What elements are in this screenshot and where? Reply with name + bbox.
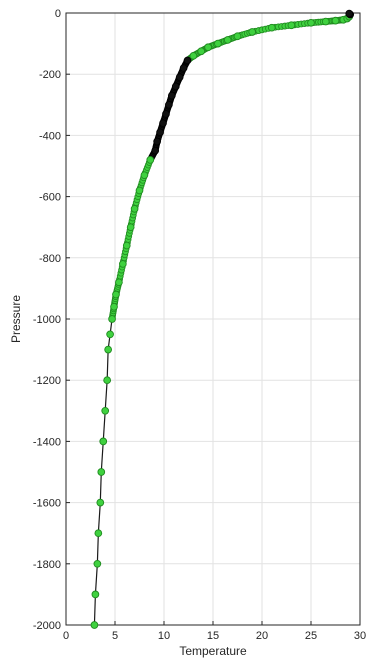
x-tick-label: 10 [158, 630, 170, 642]
data-point [321, 17, 330, 26]
x-axis-label: Temperature [179, 644, 247, 658]
data-point [146, 156, 155, 164]
data-point [110, 302, 118, 311]
data-point [91, 590, 100, 599]
x-tick-label: 20 [256, 630, 268, 642]
data-point [135, 186, 144, 195]
data-point [248, 28, 257, 36]
data-point [331, 16, 340, 25]
y-tick-label: -1200 [33, 375, 61, 387]
data-point [189, 51, 198, 60]
data-point [101, 406, 110, 415]
data-point [159, 119, 167, 128]
data-point [267, 23, 276, 32]
data-point [179, 64, 188, 72]
data-point [93, 559, 102, 568]
data-point [96, 498, 105, 507]
data-point [112, 290, 120, 299]
data-point [204, 43, 212, 52]
data-point [99, 437, 108, 446]
data-point [307, 18, 315, 27]
data-point [345, 9, 354, 18]
x-tick-label: 5 [112, 630, 118, 642]
x-tick-label: 15 [207, 630, 219, 642]
y-tick-label: -2000 [33, 620, 61, 632]
y-tick-label: -400 [39, 130, 61, 142]
series-layer [90, 9, 355, 629]
data-point [175, 73, 184, 82]
tick-layer: 0 5 10 15 20 25 30 0 -200 -400 -600 -800 -1000 -1200 -… [33, 8, 366, 642]
y-tick-label: -200 [39, 69, 61, 81]
x-tick-label: 30 [354, 630, 366, 642]
data-point [287, 21, 296, 30]
data-point [162, 110, 170, 118]
data-point [94, 529, 103, 538]
data-point [106, 330, 114, 339]
y-tick-label: -600 [39, 192, 61, 204]
data-point [140, 171, 149, 180]
data-point [214, 39, 222, 48]
data-point [108, 315, 116, 323]
y-tick-label: -1000 [33, 314, 61, 326]
x-tick-label: 25 [305, 630, 317, 642]
data-point [167, 91, 176, 100]
data-point [130, 204, 139, 213]
y-tick-label: -1600 [33, 498, 61, 510]
data-point [171, 82, 180, 91]
y-tick-label: -800 [39, 253, 61, 265]
data-point [118, 260, 127, 268]
data-point [156, 128, 164, 137]
y-tick-label: 0 [55, 8, 61, 20]
y-tick-label: -1800 [33, 559, 61, 571]
data-point [104, 345, 112, 354]
data-point [153, 137, 161, 146]
data-point [122, 241, 131, 250]
data-point [126, 223, 135, 232]
data-point [233, 32, 242, 41]
data-point [183, 56, 192, 65]
data-point [165, 100, 173, 109]
y-tick-label: -1400 [33, 436, 61, 448]
y-axis-label: Pressure [9, 295, 23, 343]
data-point [223, 36, 232, 44]
data-point [197, 47, 206, 56]
x-tick-label: 0 [63, 630, 69, 642]
data-point [115, 278, 123, 287]
data-point [103, 376, 112, 385]
data-point [90, 621, 99, 629]
data-point [97, 468, 106, 476]
data-point [151, 146, 160, 155]
